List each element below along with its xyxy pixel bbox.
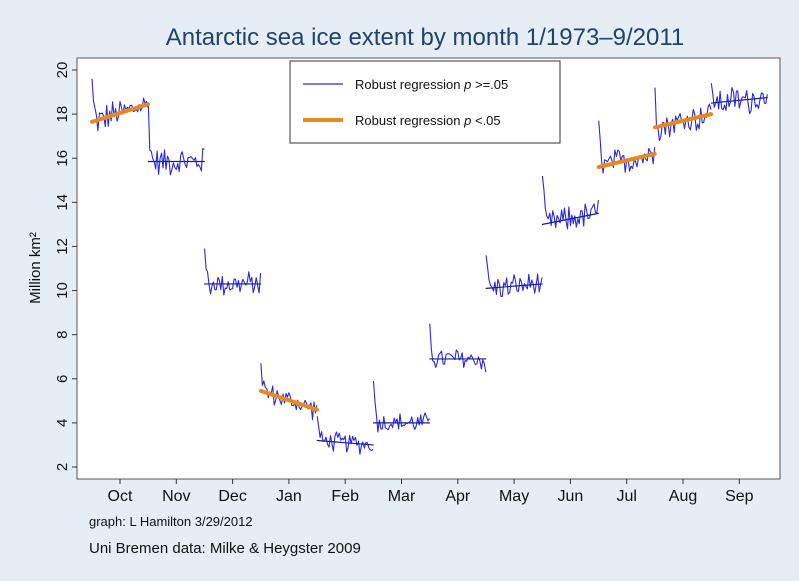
x-tick-label: Aug bbox=[669, 488, 697, 505]
y-axis: 2 4 6 8 10 12 14 16 18 20 bbox=[54, 62, 77, 471]
y-tick-label: 2 bbox=[54, 463, 71, 471]
series-line-may bbox=[485, 255, 543, 297]
y-tick-label: 10 bbox=[54, 282, 71, 299]
x-tick-label: Sep bbox=[725, 488, 754, 505]
chart-title: Antarctic sea ice extent by month 1/1973… bbox=[166, 24, 685, 51]
y-tick-label: 4 bbox=[54, 419, 71, 427]
x-axis: Oct Nov Dec Jan Feb Mar Apr May Jun Jul Aug Sep bbox=[108, 479, 754, 505]
y-tick-label: 6 bbox=[54, 375, 71, 383]
series-line-apr bbox=[429, 323, 487, 373]
series-line-nov bbox=[147, 103, 205, 176]
trend-group bbox=[90, 96, 768, 446]
y-tick-label: 14 bbox=[54, 194, 71, 211]
series-line-feb bbox=[316, 416, 374, 455]
trend-line-may bbox=[485, 283, 543, 289]
trend-line-aug bbox=[653, 112, 713, 130]
series-line-sep bbox=[710, 83, 768, 115]
graph-credit: graph: L Hamilton 3/29/2012 bbox=[89, 514, 253, 529]
trend-line-feb bbox=[316, 439, 374, 446]
series-line-jun bbox=[541, 175, 599, 230]
x-tick-label: May bbox=[499, 488, 529, 505]
data-source: Uni Bremen data: Milke & Heygster 2009 bbox=[89, 540, 361, 557]
x-tick-label: Jan bbox=[276, 488, 302, 505]
trend-line-oct bbox=[90, 102, 150, 124]
x-tick-label: Mar bbox=[388, 488, 416, 505]
x-tick-label: Feb bbox=[331, 488, 359, 505]
trend-line-jan bbox=[258, 388, 319, 412]
trend-line-sep bbox=[710, 96, 768, 104]
y-axis-label: Million km² bbox=[27, 232, 44, 304]
trend-line-jul bbox=[596, 151, 657, 170]
legend-label-significant: Robust regression p <.05 bbox=[355, 113, 501, 128]
y-tick-label: 8 bbox=[54, 330, 71, 338]
series-line-dec bbox=[204, 248, 262, 296]
x-tick-label: Jun bbox=[558, 488, 584, 505]
x-tick-label: Nov bbox=[162, 488, 190, 505]
y-tick-label: 18 bbox=[54, 106, 71, 123]
series-line-mar bbox=[372, 380, 430, 433]
trend-line-jun bbox=[541, 212, 600, 225]
x-tick-label: Oct bbox=[108, 488, 133, 505]
legend-label-insignificant: Robust regression p >=.05 bbox=[355, 77, 508, 92]
x-tick-label: Jul bbox=[616, 488, 636, 505]
x-tick-label: Dec bbox=[218, 488, 246, 505]
y-tick-label: 16 bbox=[54, 150, 71, 167]
legend-box bbox=[289, 60, 561, 144]
x-tick-label: Apr bbox=[445, 488, 471, 505]
legend: Robust regression p >=.05 Robust regress… bbox=[289, 60, 561, 144]
y-tick-label: 20 bbox=[54, 62, 71, 79]
y-tick-label: 12 bbox=[54, 238, 71, 255]
